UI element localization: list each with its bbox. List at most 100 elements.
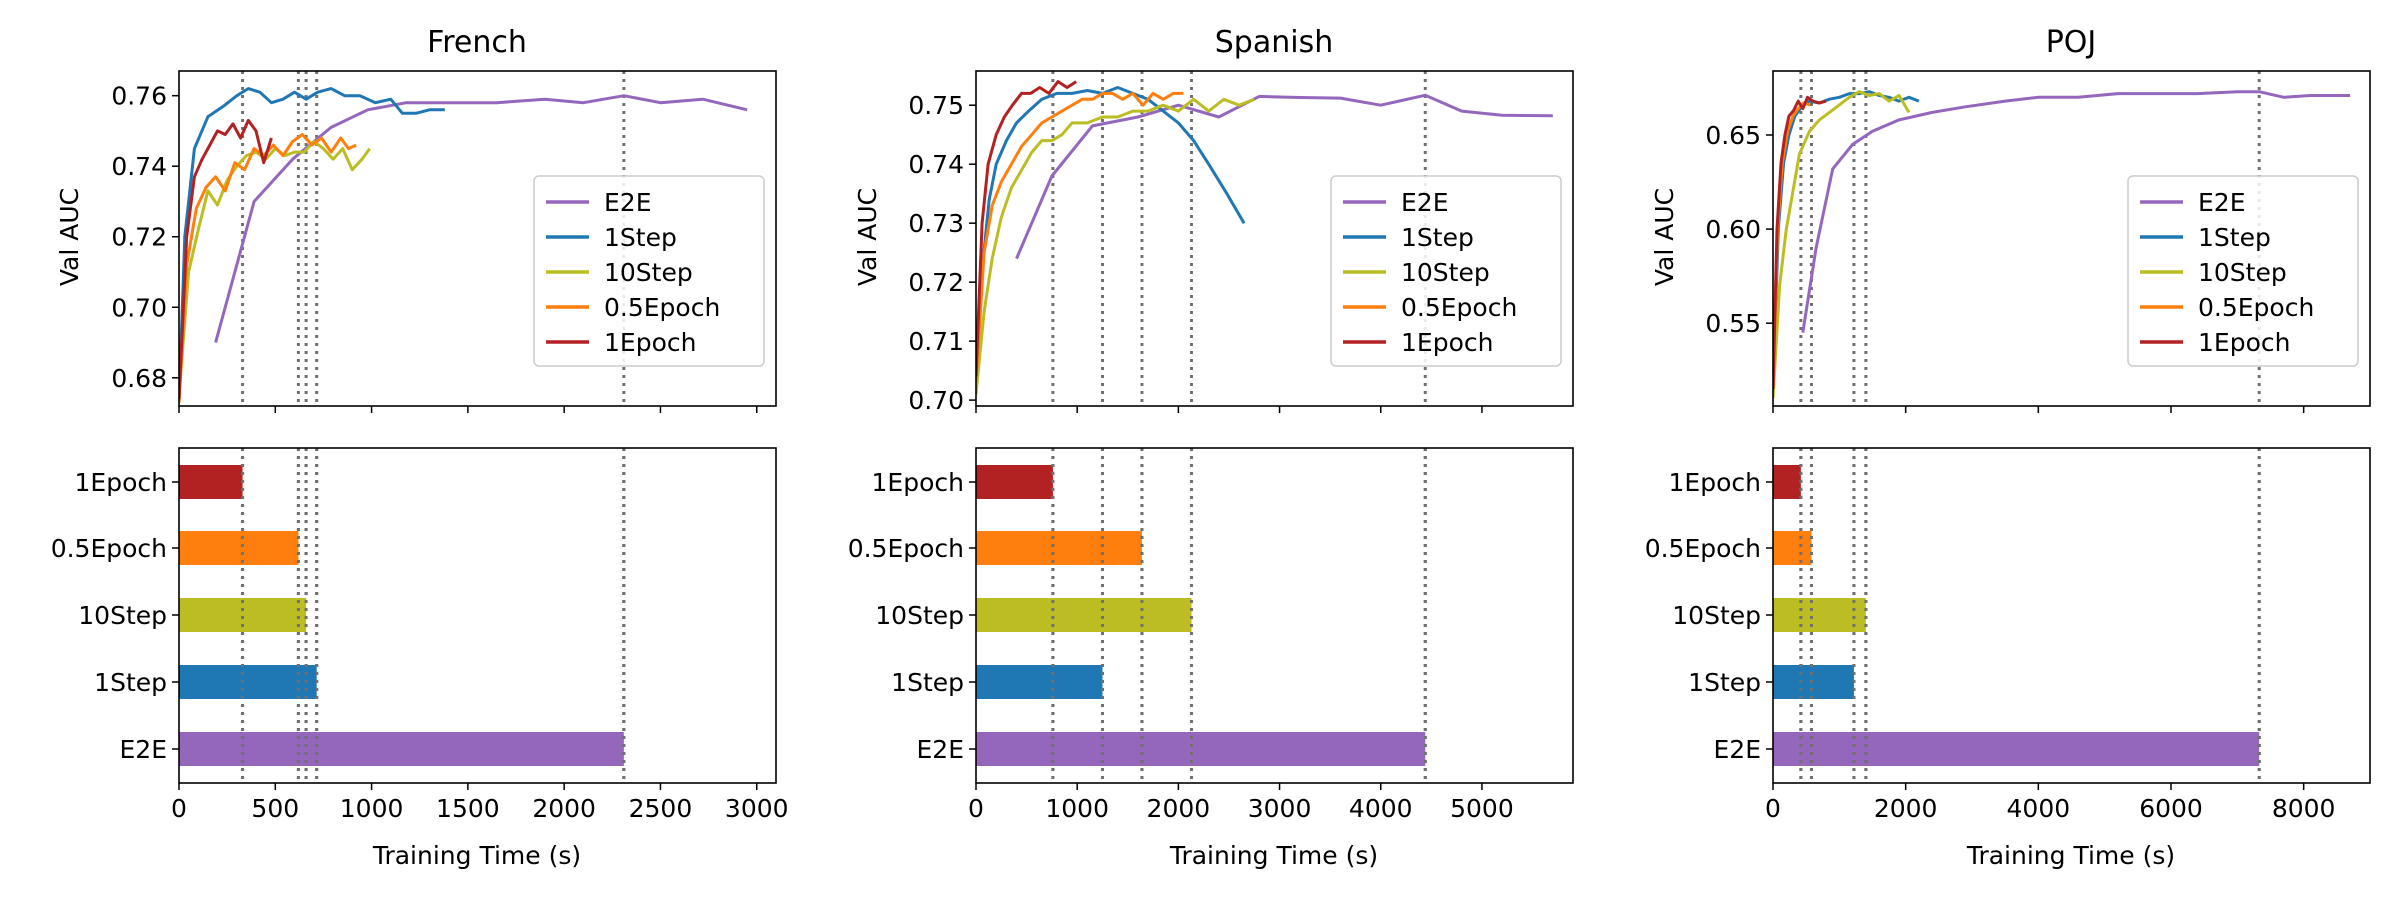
legend-label-spanish-2: 10Step: [1401, 258, 1490, 287]
xlabel-spanish: Training Time (s): [1169, 841, 1378, 870]
ytick-label-french-4: 0.76: [111, 82, 167, 111]
series-line-spanish-1step: [976, 86, 1246, 389]
legend-label-poj-1: 1Step: [2198, 223, 2271, 252]
bar-spanish-1epoch: [976, 465, 1053, 499]
xtick-label-spanish-5: 5000: [1450, 794, 1514, 823]
legend-box-poj: [2127, 175, 2359, 367]
panel-french: 0.68 0.70 0.72 0.74 0.76 E2E 1Step 10Step 0.5Epo…: [51, 70, 789, 823]
series-line-spanish-e2e: [1015, 93, 1553, 260]
legend-label-spanish-1: 1Step: [1401, 223, 1474, 252]
legend-label-spanish-3: 0.5Epoch: [1401, 293, 1517, 322]
series-line-poj-1epoch: [1773, 95, 1827, 390]
xtick-label-french-1: 500: [251, 794, 299, 823]
axes-frame-top-spanish: [975, 70, 1574, 407]
legend-label-spanish-0: E2E: [1401, 188, 1449, 217]
series-line-poj-10step: [1773, 90, 1911, 399]
bar-category-label-french-4: E2E: [120, 735, 168, 764]
ytick-label-french-0: 0.68: [111, 364, 167, 393]
ytick-label-spanish-3: 0.73: [908, 209, 964, 238]
xtick-label-spanish-0: 0: [968, 794, 984, 823]
series-line-spanish-05epoch: [976, 91, 1184, 383]
bar-category-label-spanish-2: 10Step: [875, 601, 964, 630]
xtick-label-spanish-4: 4000: [1349, 794, 1413, 823]
xtick-label-french-4: 2000: [532, 794, 596, 823]
ylabel-poj: Val AUC: [1650, 188, 1679, 286]
title-french: French: [427, 25, 527, 60]
legend-label-french-1: 1Step: [604, 223, 677, 252]
xtick-label-poj-0: 0: [1765, 794, 1781, 823]
bar-category-label-spanish-1: 0.5Epoch: [848, 534, 964, 563]
legend-label-french-4: 1Epoch: [604, 328, 696, 357]
ytick-label-poj-2: 0.65: [1705, 121, 1761, 150]
series-line-spanish-10step: [976, 97, 1255, 395]
legend-label-poj-2: 10Step: [2198, 258, 2287, 287]
bar-category-label-french-0: 1Epoch: [75, 468, 167, 497]
bar-french-1step: [179, 665, 317, 699]
legend-label-poj-3: 0.5Epoch: [2198, 293, 2314, 322]
axes-frame-bottom-poj: [1772, 447, 2371, 784]
series-line-french-1step: [179, 87, 445, 403]
xtick-label-french-2: 1000: [340, 794, 404, 823]
series-line-spanish-1epoch: [976, 80, 1078, 377]
axes-frame-top-poj: [1772, 70, 2371, 407]
xtick-label-spanish-3: 3000: [1248, 794, 1312, 823]
bar-category-label-french-3: 1Step: [94, 668, 167, 697]
xtick-label-spanish-1: 1000: [1045, 794, 1109, 823]
xtick-label-poj-3: 6000: [2139, 794, 2203, 823]
bar-spanish-e2e: [976, 732, 1426, 766]
xtick-label-french-6: 3000: [725, 794, 789, 823]
bar-spanish-1step: [976, 665, 1103, 699]
legend-label-poj-4: 1Epoch: [2198, 328, 2290, 357]
xtick-label-poj-2: 4000: [2007, 794, 2071, 823]
bar-french-e2e: [179, 732, 624, 766]
bar-poj-1step: [1773, 665, 1854, 699]
legend-box-spanish: [1330, 175, 1562, 367]
ytick-label-spanish-1: 0.71: [908, 327, 964, 356]
bar-category-label-spanish-3: 1Step: [891, 668, 964, 697]
ytick-label-spanish-5: 0.75: [908, 91, 964, 120]
series-line-poj-e2e: [1801, 90, 2351, 333]
axes-frame-bottom-spanish: [975, 447, 1574, 784]
xtick-label-poj-1: 2000: [1874, 794, 1938, 823]
bar-poj-1epoch: [1773, 465, 1801, 499]
xtick-label-french-0: 0: [171, 794, 187, 823]
legend-label-french-2: 10Step: [604, 258, 693, 287]
ytick-label-poj-0: 0.55: [1705, 309, 1761, 338]
legend-label-french-3: 0.5Epoch: [604, 293, 720, 322]
xtick-label-french-5: 2500: [629, 794, 693, 823]
bar-poj-10step: [1773, 598, 1866, 632]
series-line-french-1epoch: [179, 118, 273, 399]
bar-category-label-spanish-0: 1Epoch: [872, 468, 964, 497]
legend-french: E2E 1Step 10Step 0.5Epoch 1Epoch: [533, 175, 765, 367]
xlabel-poj: Training Time (s): [1966, 841, 2175, 870]
line-plot-area-poj: [1773, 71, 2351, 406]
ytick-label-poj-1: 0.60: [1705, 215, 1761, 244]
title-spanish: Spanish: [1215, 25, 1333, 60]
bar-category-label-poj-0: 1Epoch: [1669, 468, 1761, 497]
bar-category-label-french-2: 10Step: [78, 601, 167, 630]
series-line-french-e2e: [214, 94, 748, 343]
ytick-label-spanish-2: 0.72: [908, 268, 964, 297]
ytick-label-french-2: 0.72: [111, 223, 167, 252]
panel-poj: 0.55 0.60 0.65 E2E 1Step 10Step 0.5Epoch 1Epoch…: [1645, 70, 2371, 823]
panel-spanish: 0.70 0.71 0.72 0.73 0.74 0.75 E2E 1Step 10Step 0.…: [848, 70, 1574, 823]
legend-label-french-0: E2E: [604, 188, 652, 217]
legend-spanish: E2E 1Step 10Step 0.5Epoch 1Epoch: [1330, 175, 1562, 367]
line-plot-area-spanish: [976, 71, 1553, 406]
title-poj: POJ: [2046, 25, 2097, 60]
xtick-label-spanish-2: 2000: [1147, 794, 1211, 823]
series-line-poj-1step: [1773, 90, 1920, 390]
bar-poj-e2e: [1773, 732, 2260, 766]
xlabel-french: Training Time (s): [372, 841, 581, 870]
bar-french-05epoch: [179, 531, 299, 565]
legend-label-poj-0: E2E: [2198, 188, 2246, 217]
bar-category-label-poj-1: 0.5Epoch: [1645, 534, 1761, 563]
axes-frame-top-french: [178, 70, 777, 407]
ytick-label-french-1: 0.70: [111, 293, 167, 322]
xtick-label-french-3: 1500: [436, 794, 500, 823]
legend-label-spanish-4: 1Epoch: [1401, 328, 1493, 357]
legend-box-french: [533, 175, 765, 367]
bar-spanish-05epoch: [976, 531, 1142, 565]
bar-category-label-french-1: 0.5Epoch: [51, 534, 167, 563]
